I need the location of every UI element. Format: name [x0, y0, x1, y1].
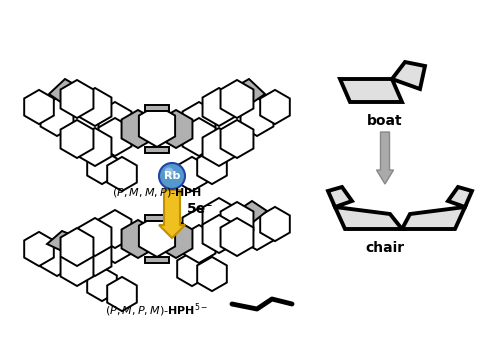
- Polygon shape: [160, 110, 192, 148]
- Polygon shape: [98, 102, 132, 140]
- Polygon shape: [260, 207, 290, 241]
- Polygon shape: [98, 118, 132, 156]
- Polygon shape: [220, 218, 254, 256]
- Polygon shape: [182, 102, 216, 140]
- Polygon shape: [145, 257, 169, 263]
- Polygon shape: [177, 252, 207, 286]
- Polygon shape: [40, 238, 74, 276]
- Polygon shape: [220, 80, 254, 118]
- Polygon shape: [122, 110, 154, 148]
- Polygon shape: [197, 257, 227, 291]
- Polygon shape: [235, 79, 265, 103]
- Polygon shape: [220, 120, 254, 158]
- Polygon shape: [60, 120, 94, 158]
- Text: chair: chair: [366, 241, 405, 255]
- Polygon shape: [122, 220, 154, 258]
- Circle shape: [159, 163, 185, 189]
- Polygon shape: [24, 232, 54, 266]
- Polygon shape: [220, 202, 254, 240]
- Polygon shape: [340, 79, 402, 102]
- Text: Rb: Rb: [164, 171, 180, 181]
- Polygon shape: [328, 187, 352, 207]
- Polygon shape: [47, 231, 77, 251]
- Polygon shape: [182, 208, 216, 246]
- Polygon shape: [87, 267, 117, 301]
- Polygon shape: [40, 98, 74, 136]
- Polygon shape: [78, 128, 112, 166]
- Circle shape: [164, 167, 173, 177]
- Polygon shape: [182, 225, 216, 263]
- Polygon shape: [78, 238, 112, 276]
- Polygon shape: [139, 105, 175, 147]
- Polygon shape: [202, 128, 235, 166]
- Polygon shape: [177, 157, 207, 191]
- Polygon shape: [107, 277, 137, 311]
- Text: $(P,M,M,P)$-$\mathbf{HPH}$: $(P,M,M,P)$-$\mathbf{HPH}$: [112, 186, 202, 199]
- Polygon shape: [240, 212, 274, 250]
- Polygon shape: [78, 218, 112, 256]
- Polygon shape: [87, 150, 117, 184]
- Polygon shape: [202, 198, 235, 236]
- Polygon shape: [24, 90, 54, 124]
- Polygon shape: [448, 187, 472, 207]
- Text: 5e⁻: 5e⁻: [187, 202, 214, 216]
- Polygon shape: [145, 105, 169, 111]
- Polygon shape: [60, 80, 94, 118]
- Polygon shape: [98, 225, 132, 263]
- Text: $(P,M,P,M)$-$\mathbf{HPH}^{5-}$: $(P,M,P,M)$-$\mathbf{HPH}^{5-}$: [106, 301, 208, 319]
- Polygon shape: [182, 118, 216, 156]
- Polygon shape: [49, 79, 79, 103]
- Polygon shape: [402, 207, 465, 229]
- Polygon shape: [260, 90, 290, 124]
- Polygon shape: [237, 201, 267, 223]
- Polygon shape: [145, 215, 169, 221]
- Polygon shape: [197, 150, 227, 184]
- Polygon shape: [240, 98, 274, 136]
- Polygon shape: [60, 248, 94, 286]
- Polygon shape: [60, 228, 94, 266]
- Polygon shape: [107, 157, 137, 191]
- Polygon shape: [98, 210, 132, 248]
- Polygon shape: [392, 62, 425, 89]
- Polygon shape: [78, 88, 112, 126]
- Polygon shape: [145, 147, 169, 153]
- Polygon shape: [160, 220, 192, 258]
- FancyArrow shape: [159, 190, 185, 238]
- Text: boat: boat: [367, 114, 403, 128]
- Polygon shape: [335, 207, 402, 229]
- Polygon shape: [202, 88, 235, 126]
- Polygon shape: [202, 215, 235, 253]
- FancyArrow shape: [376, 132, 394, 184]
- Polygon shape: [139, 215, 175, 257]
